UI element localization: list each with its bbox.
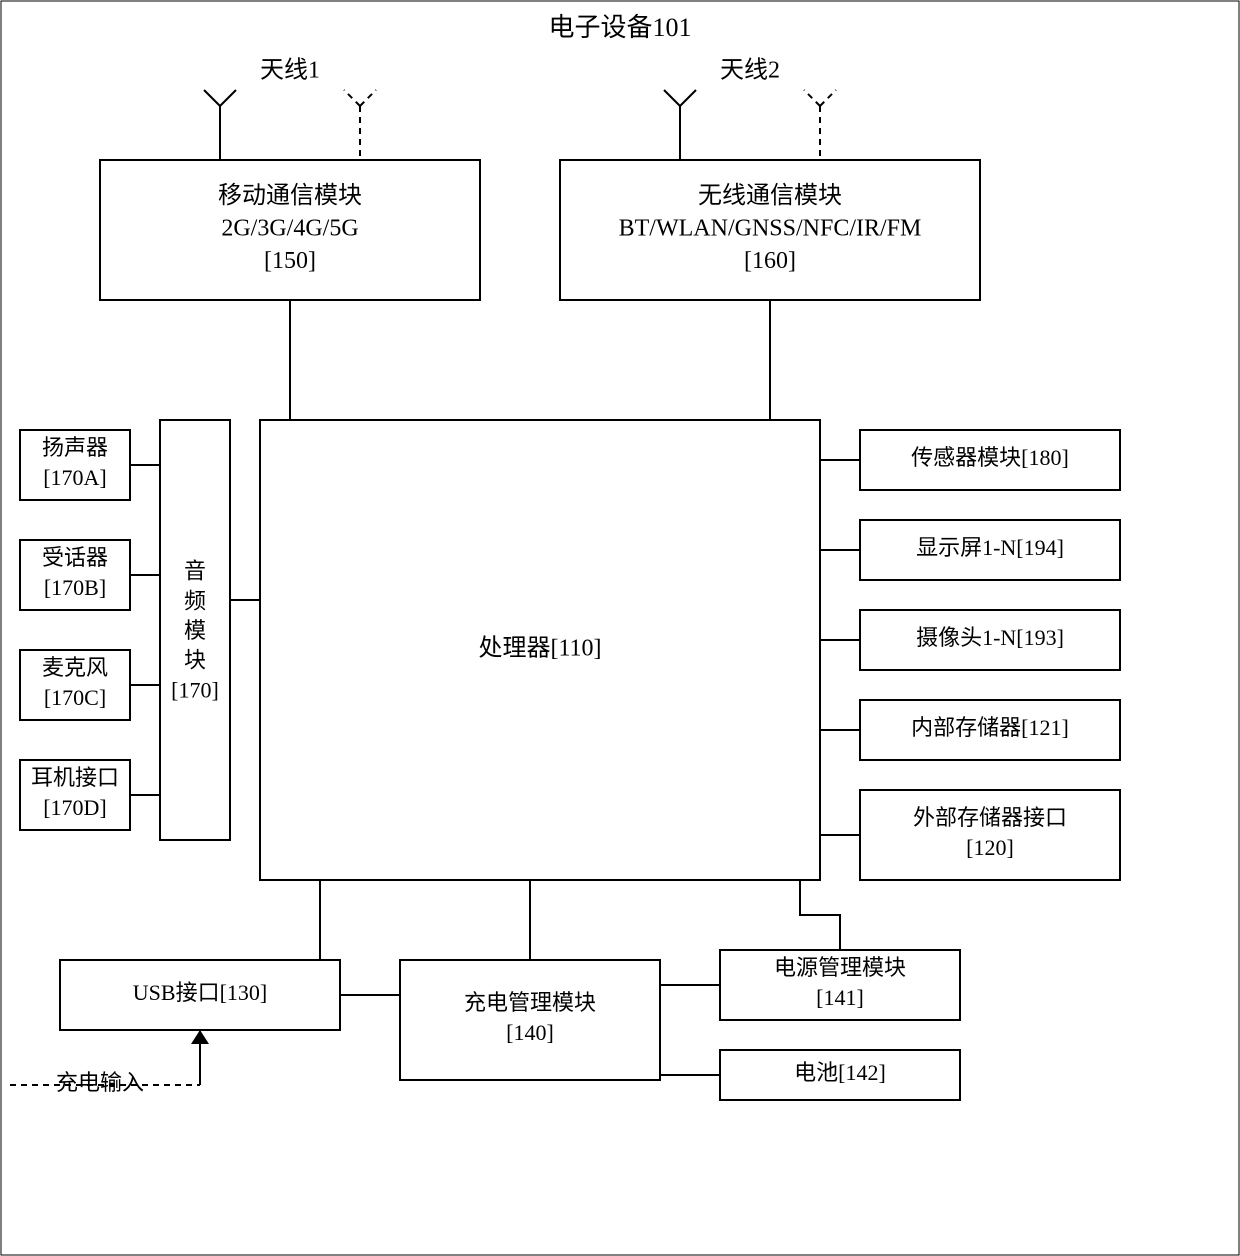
antenna-label: 天线1 (260, 57, 320, 84)
antenna-label: 天线2 (720, 57, 780, 84)
block-label: 内部存储器[121] (911, 715, 1069, 740)
block-earphone: 耳机接口 [170D] (20, 760, 130, 830)
block-label: 传感器模块[180] (911, 445, 1069, 470)
arrowhead-icon (191, 1030, 209, 1044)
block-ext_mem: 外部存储器接口 [120] (860, 790, 1120, 880)
block-label: [150] (264, 248, 316, 274)
block-label: 模 (184, 618, 206, 643)
antenna-icon (664, 90, 680, 106)
block-label: [141] (816, 985, 864, 1010)
block-mic: 麦克风 [170C] (20, 650, 130, 720)
block-label: 充电管理模块 (464, 990, 596, 1015)
antenna-icon (804, 90, 820, 106)
block-label: USB接口[130] (133, 980, 267, 1005)
antenna-icon (204, 90, 220, 106)
block-label: [140] (506, 1020, 554, 1045)
block-camera: 摄像头1-N[193] (860, 610, 1120, 670)
block-wireless_comm: 无线通信模块 BT/WLAN/GNSS/NFC/IR/FM [160] (560, 160, 980, 300)
block-label: [170D] (43, 795, 107, 820)
block-label: 扬声器 (42, 435, 108, 460)
block-label: 麦克风 (42, 655, 108, 680)
block-label: 2G/3G/4G/5G (221, 216, 358, 242)
block-mobile_comm: 移动通信模块 2G/3G/4G/5G [150] (100, 160, 480, 300)
antenna-icon (680, 90, 696, 106)
block-display: 显示屏1-N[194] (860, 520, 1120, 580)
block-processor: 处理器[110] (260, 420, 820, 880)
block-audio: 音频模块 [170] (160, 420, 230, 840)
antenna-icon (220, 90, 236, 106)
block-label: BT/WLAN/GNSS/NFC/IR/FM (619, 216, 922, 242)
block-label: 频 (184, 588, 206, 613)
block-receiver: 受话器 [170B] (20, 540, 130, 610)
block-label: 移动通信模块 (218, 182, 362, 209)
block-label: [170B] (44, 575, 106, 600)
block-label: [170A] (43, 465, 107, 490)
block-usb: USB接口[130] (60, 960, 340, 1030)
block-label: 受话器 (42, 545, 108, 570)
block-label: 显示屏1-N[194] (916, 535, 1064, 560)
block-sensor: 传感器模块[180] (860, 430, 1120, 490)
block-label: 音 (184, 559, 206, 584)
block-label: 耳机接口 (31, 765, 119, 790)
block-charge: 充电管理模块 [140] (400, 960, 660, 1080)
connector (800, 880, 840, 950)
block-int_mem: 内部存储器[121] (860, 700, 1120, 760)
block-label: 处理器[110] (478, 635, 601, 662)
block-label: 电源管理模块 (774, 955, 906, 980)
block-label: 无线通信模块 (698, 182, 842, 209)
block-label: [170] (171, 677, 219, 702)
block-label: 外部存储器接口 (913, 805, 1067, 830)
block-label: 电池[142] (794, 1060, 886, 1085)
diagram-title: 电子设备101 (548, 13, 691, 42)
block-diagram: 电子设备101 天线1 天线2 移动通信模块 2G/3G/4G/5G [150] 无线通信模… (0, 0, 1240, 1256)
block-label: [120] (966, 835, 1014, 860)
block-power: 电源管理模块 [141] (720, 950, 960, 1020)
charge-input-label: 充电输入 (56, 1070, 144, 1095)
block-speaker: 扬声器 [170A] (20, 430, 130, 500)
antenna-icon (344, 90, 360, 106)
block-label: 块 (184, 648, 206, 673)
antenna-icon (820, 90, 836, 106)
antenna-icon (360, 90, 376, 106)
block-battery: 电池[142] (720, 1050, 960, 1100)
block-label: [160] (744, 248, 796, 274)
block-label: [170C] (44, 685, 106, 710)
block-label: 摄像头1-N[193] (916, 625, 1064, 650)
